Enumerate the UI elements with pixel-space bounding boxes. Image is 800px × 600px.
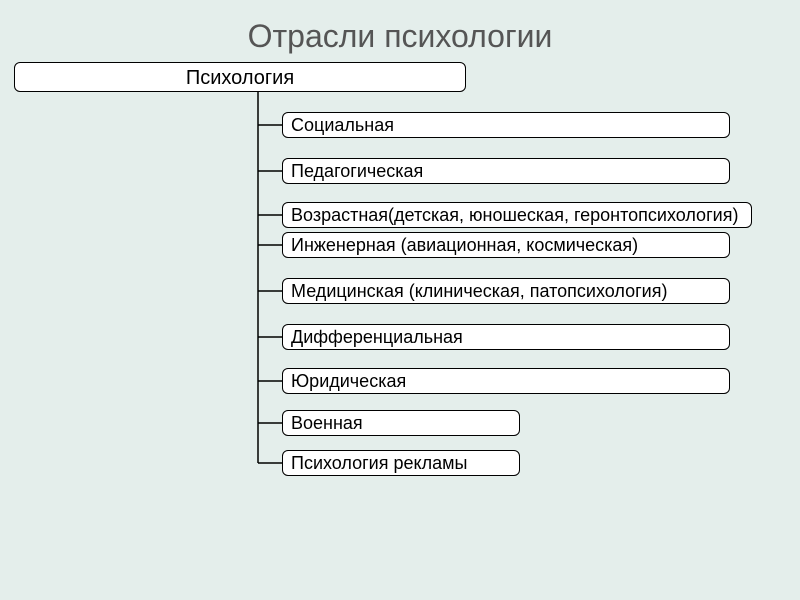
branch-node-7: Военная [282, 410, 520, 436]
branch-label: Психология рекламы [291, 453, 467, 473]
branch-label: Социальная [291, 115, 394, 135]
diagram-title: Отрасли психологии [0, 18, 800, 55]
branch-label: Юридическая [291, 371, 406, 391]
branch-node-5: Дифференциальная [282, 324, 730, 350]
branch-node-3: Инженерная (авиационная, космическая) [282, 232, 730, 258]
branch-node-2: Возрастная(детская, юношеская, геронтопс… [282, 202, 752, 228]
branch-node-4: Медицинская (клиническая, патопсихология… [282, 278, 730, 304]
branch-node-0: Социальная [282, 112, 730, 138]
root-label: Психология [186, 67, 294, 89]
branch-label: Инженерная (авиационная, космическая) [291, 235, 638, 255]
branch-node-1: Педагогическая [282, 158, 730, 184]
branch-node-6: Юридическая [282, 368, 730, 394]
root-node: Психология [14, 62, 466, 92]
branch-label: Медицинская (клиническая, патопсихология… [291, 281, 667, 301]
branch-label: Педагогическая [291, 161, 423, 181]
branch-label: Дифференциальная [291, 327, 463, 347]
branch-label: Возрастная(детская, юношеская, геронтопс… [291, 205, 738, 225]
branch-label: Военная [291, 413, 363, 433]
branch-node-8: Психология рекламы [282, 450, 520, 476]
